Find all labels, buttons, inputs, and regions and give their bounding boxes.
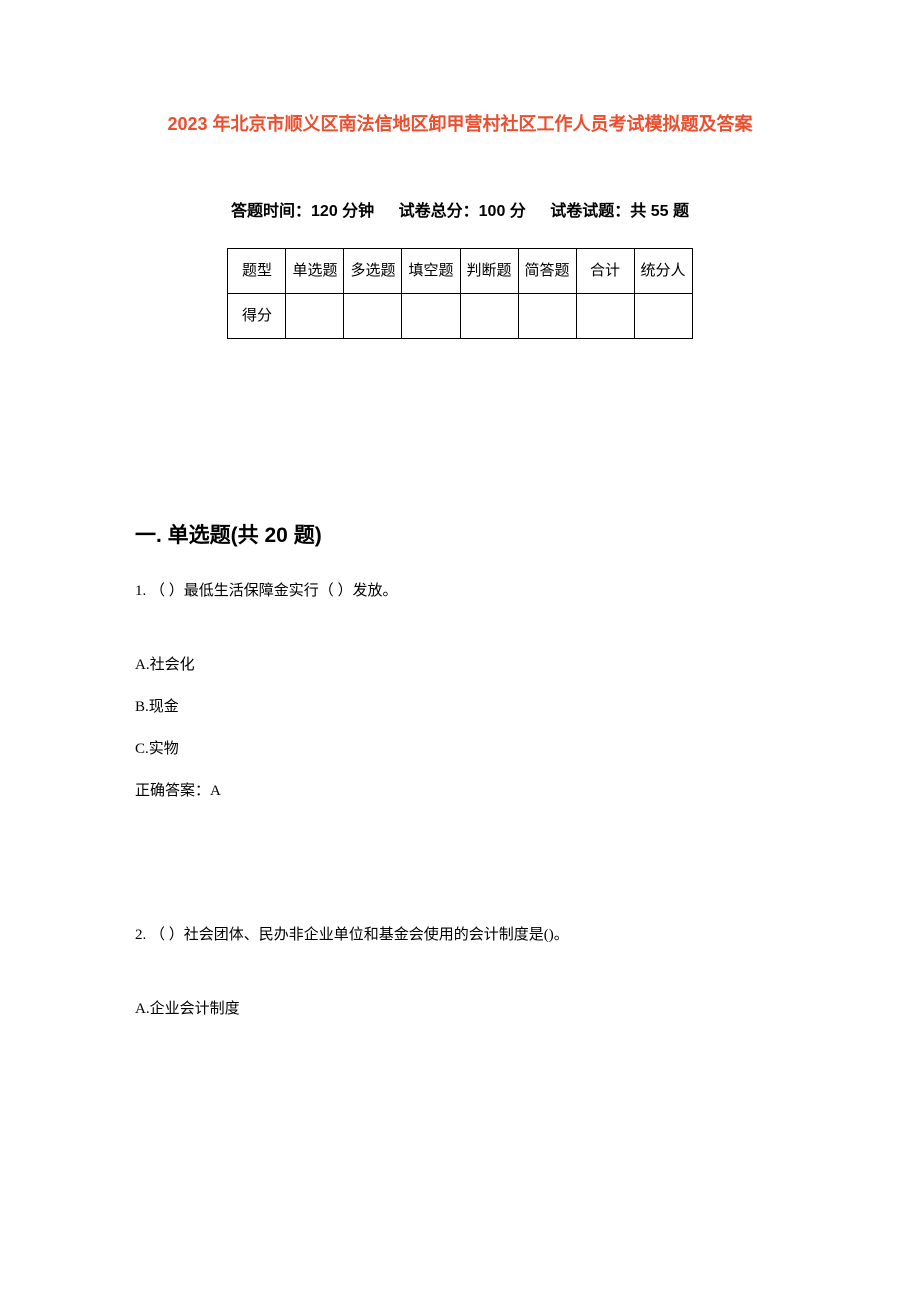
option-b: B.现金 [135,695,785,719]
question-text: 1. （ ）最低生活保障金实行（ ）发放。 [135,579,785,603]
question-count-label: 试卷试题：共 55 题 [550,203,689,220]
time-label: 答题时间：120 分钟 [231,203,374,220]
table-header-cell: 填空题 [402,249,460,294]
question-number: 1. [135,583,146,599]
table-header-cell: 判断题 [460,249,518,294]
table-header-cell: 题型 [228,249,286,294]
table-header-cell: 单选题 [286,249,344,294]
table-header-row: 题型 单选题 多选题 填空题 判断题 简答题 合计 统分人 [228,249,692,294]
table-header-cell: 合计 [576,249,634,294]
question-body: （ ）社会团体、民办非企业单位和基金会使用的会计制度是()。 [150,927,569,943]
question-1: 1. （ ）最低生活保障金实行（ ）发放。 A.社会化 B.现金 C.实物 正确… [135,579,785,803]
correct-answer: 正确答案：A [135,779,785,803]
table-header-cell: 简答题 [518,249,576,294]
option-a: A.社会化 [135,653,785,677]
section-heading: 一. 单选题(共 20 题) [135,519,785,553]
table-header-cell: 多选题 [344,249,402,294]
table-cell-blank [460,294,518,339]
question-number: 2. [135,927,146,943]
total-score-label: 试卷总分：100 分 [399,203,526,220]
option-c: C.实物 [135,737,785,761]
question-body: （ ）最低生活保障金实行（ ）发放。 [150,583,398,599]
table-score-row: 得分 [228,294,692,339]
table-row-label: 得分 [228,294,286,339]
question-text: 2. （ ）社会团体、民办非企业单位和基金会使用的会计制度是()。 [135,923,785,947]
score-table: 题型 单选题 多选题 填空题 判断题 简答题 合计 统分人 得分 [227,248,692,339]
table-cell-blank [634,294,692,339]
table-cell-blank [518,294,576,339]
table-header-cell: 统分人 [634,249,692,294]
table-cell-blank [286,294,344,339]
exam-title: 2023 年北京市顺义区南法信地区卸甲营村社区工作人员考试模拟题及答案 [135,110,785,139]
question-2: 2. （ ）社会团体、民办非企业单位和基金会使用的会计制度是()。 A.企业会计… [135,923,785,1021]
exam-meta: 答题时间：120 分钟 试卷总分：100 分 试卷试题：共 55 题 [135,199,785,225]
option-a: A.企业会计制度 [135,997,785,1021]
table-cell-blank [344,294,402,339]
question-options: A.企业会计制度 [135,997,785,1021]
question-options: A.社会化 B.现金 C.实物 [135,653,785,761]
table-cell-blank [402,294,460,339]
table-cell-blank [576,294,634,339]
